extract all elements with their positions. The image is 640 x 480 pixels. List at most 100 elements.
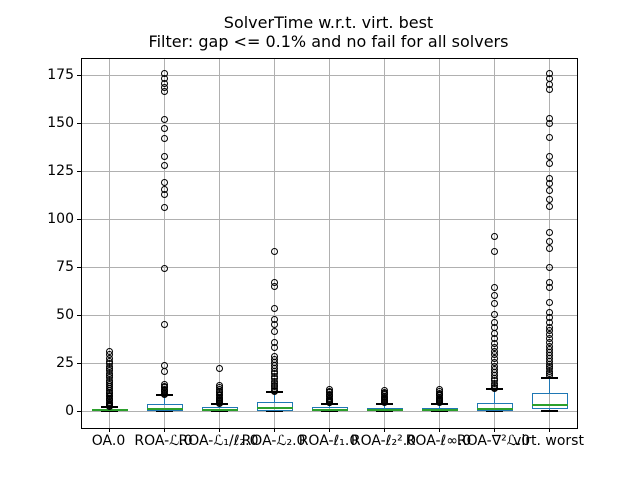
median-line <box>421 408 458 411</box>
chart-subtitle: Filter: gap <= 0.1% and no fail for all … <box>148 32 509 51</box>
y-tick-label: 150 <box>47 114 74 131</box>
outlier-point <box>491 384 498 392</box>
x-tick <box>163 428 165 432</box>
outlier-point <box>161 88 168 96</box>
upper-whisker-line <box>438 404 440 408</box>
y-tick <box>77 74 81 76</box>
outlier-point <box>546 187 553 195</box>
outlier-point <box>161 152 168 160</box>
outlier-point <box>161 124 168 132</box>
x-tick-label: ROA-∇²ℒ.0 <box>456 433 531 449</box>
median-line <box>531 403 568 406</box>
y-tick <box>77 410 81 412</box>
outlier-point <box>106 403 113 410</box>
outlier-point <box>491 247 498 255</box>
x-tick-label: ROA-ℒ₁/ℓ₂.0 <box>178 433 259 449</box>
outlier-point <box>381 398 388 406</box>
outlier-point <box>546 371 553 379</box>
upper-whisker-line <box>383 404 385 408</box>
outlier-point <box>546 298 553 306</box>
vertical-gridline <box>164 59 165 428</box>
x-tick <box>493 428 495 432</box>
outlier-point <box>161 203 168 211</box>
x-tick-label: OA.0 <box>91 433 126 449</box>
vertical-gridline <box>439 59 440 428</box>
outlier-point <box>546 229 553 237</box>
x-tick <box>108 428 110 432</box>
chart-title: SolverTime w.r.t. virt. best <box>223 13 434 32</box>
x-tick-label: ROA-ℒ₂.0 <box>241 433 306 449</box>
y-tick <box>77 314 81 316</box>
outlier-point <box>546 120 553 127</box>
median-line <box>256 407 293 410</box>
outlier-point <box>271 343 278 351</box>
median-line <box>311 408 348 411</box>
outlier-point <box>491 311 498 319</box>
y-tick <box>77 362 81 364</box>
outlier-point <box>546 86 553 94</box>
y-tick-label: 100 <box>47 210 74 227</box>
outlier-point <box>271 283 278 291</box>
outlier-point <box>546 179 553 187</box>
outlier-point <box>161 135 168 143</box>
x-tick <box>383 428 385 432</box>
outlier-point <box>271 320 278 328</box>
outlier-point <box>271 247 278 255</box>
outlier-point <box>216 399 223 407</box>
box-rect <box>531 393 568 409</box>
outlier-point <box>271 328 278 336</box>
outlier-point <box>161 264 168 272</box>
x-tick <box>548 428 550 432</box>
x-tick <box>218 428 220 432</box>
outlier-point <box>161 178 168 186</box>
y-tick-label: 125 <box>47 162 74 179</box>
y-tick-label: 50 <box>56 306 74 323</box>
outlier-point <box>546 238 553 246</box>
vertical-gridline <box>109 59 110 428</box>
lower-whisker-cap <box>486 410 503 413</box>
outlier-point <box>546 202 553 210</box>
outlier-point <box>161 390 168 398</box>
y-tick-label: 0 <box>65 402 74 419</box>
x-tick-label: ROA-ℓ₁.0 <box>298 433 359 449</box>
outlier-point <box>491 299 498 307</box>
upper-whisker-line <box>163 394 165 404</box>
vertical-gridline <box>274 59 275 428</box>
outlier-point <box>161 162 168 170</box>
outlier-point <box>161 320 168 328</box>
upper-whisker-line <box>273 392 275 403</box>
y-tick <box>77 122 81 124</box>
outlier-point <box>491 291 498 299</box>
x-tick <box>438 428 440 432</box>
outlier-point <box>546 160 553 168</box>
median-line <box>201 408 238 411</box>
vertical-gridline <box>219 59 220 428</box>
lower-whisker-cap <box>101 410 118 413</box>
x-tick <box>273 428 275 432</box>
lower-whisker-cap <box>431 410 448 413</box>
upper-whisker-line <box>493 389 495 404</box>
x-tick-label: ROA-ℒ.0 <box>134 433 193 449</box>
vertical-gridline <box>384 59 385 428</box>
lower-whisker-cap <box>376 410 393 413</box>
box-rect <box>256 402 293 411</box>
outlier-point <box>271 305 278 313</box>
box-rect <box>146 404 183 411</box>
x-tick-label: virt. worst <box>513 433 584 449</box>
outlier-point <box>546 195 553 203</box>
y-tick <box>77 218 81 220</box>
outlier-point <box>546 244 553 252</box>
vertical-gridline <box>494 59 495 428</box>
y-tick <box>77 170 81 172</box>
outlier-point <box>436 398 443 406</box>
y-tick-label: 25 <box>56 354 74 371</box>
outlier-point <box>491 233 498 241</box>
lower-whisker-cap <box>211 410 228 413</box>
outlier-point <box>546 284 553 292</box>
y-tick-label: 75 <box>56 258 74 275</box>
lower-whisker-cap <box>321 410 338 413</box>
outlier-point <box>271 388 278 396</box>
lower-whisker-cap <box>541 410 558 413</box>
x-tick-label: ROA-ℓ₂².0 <box>350 433 417 449</box>
